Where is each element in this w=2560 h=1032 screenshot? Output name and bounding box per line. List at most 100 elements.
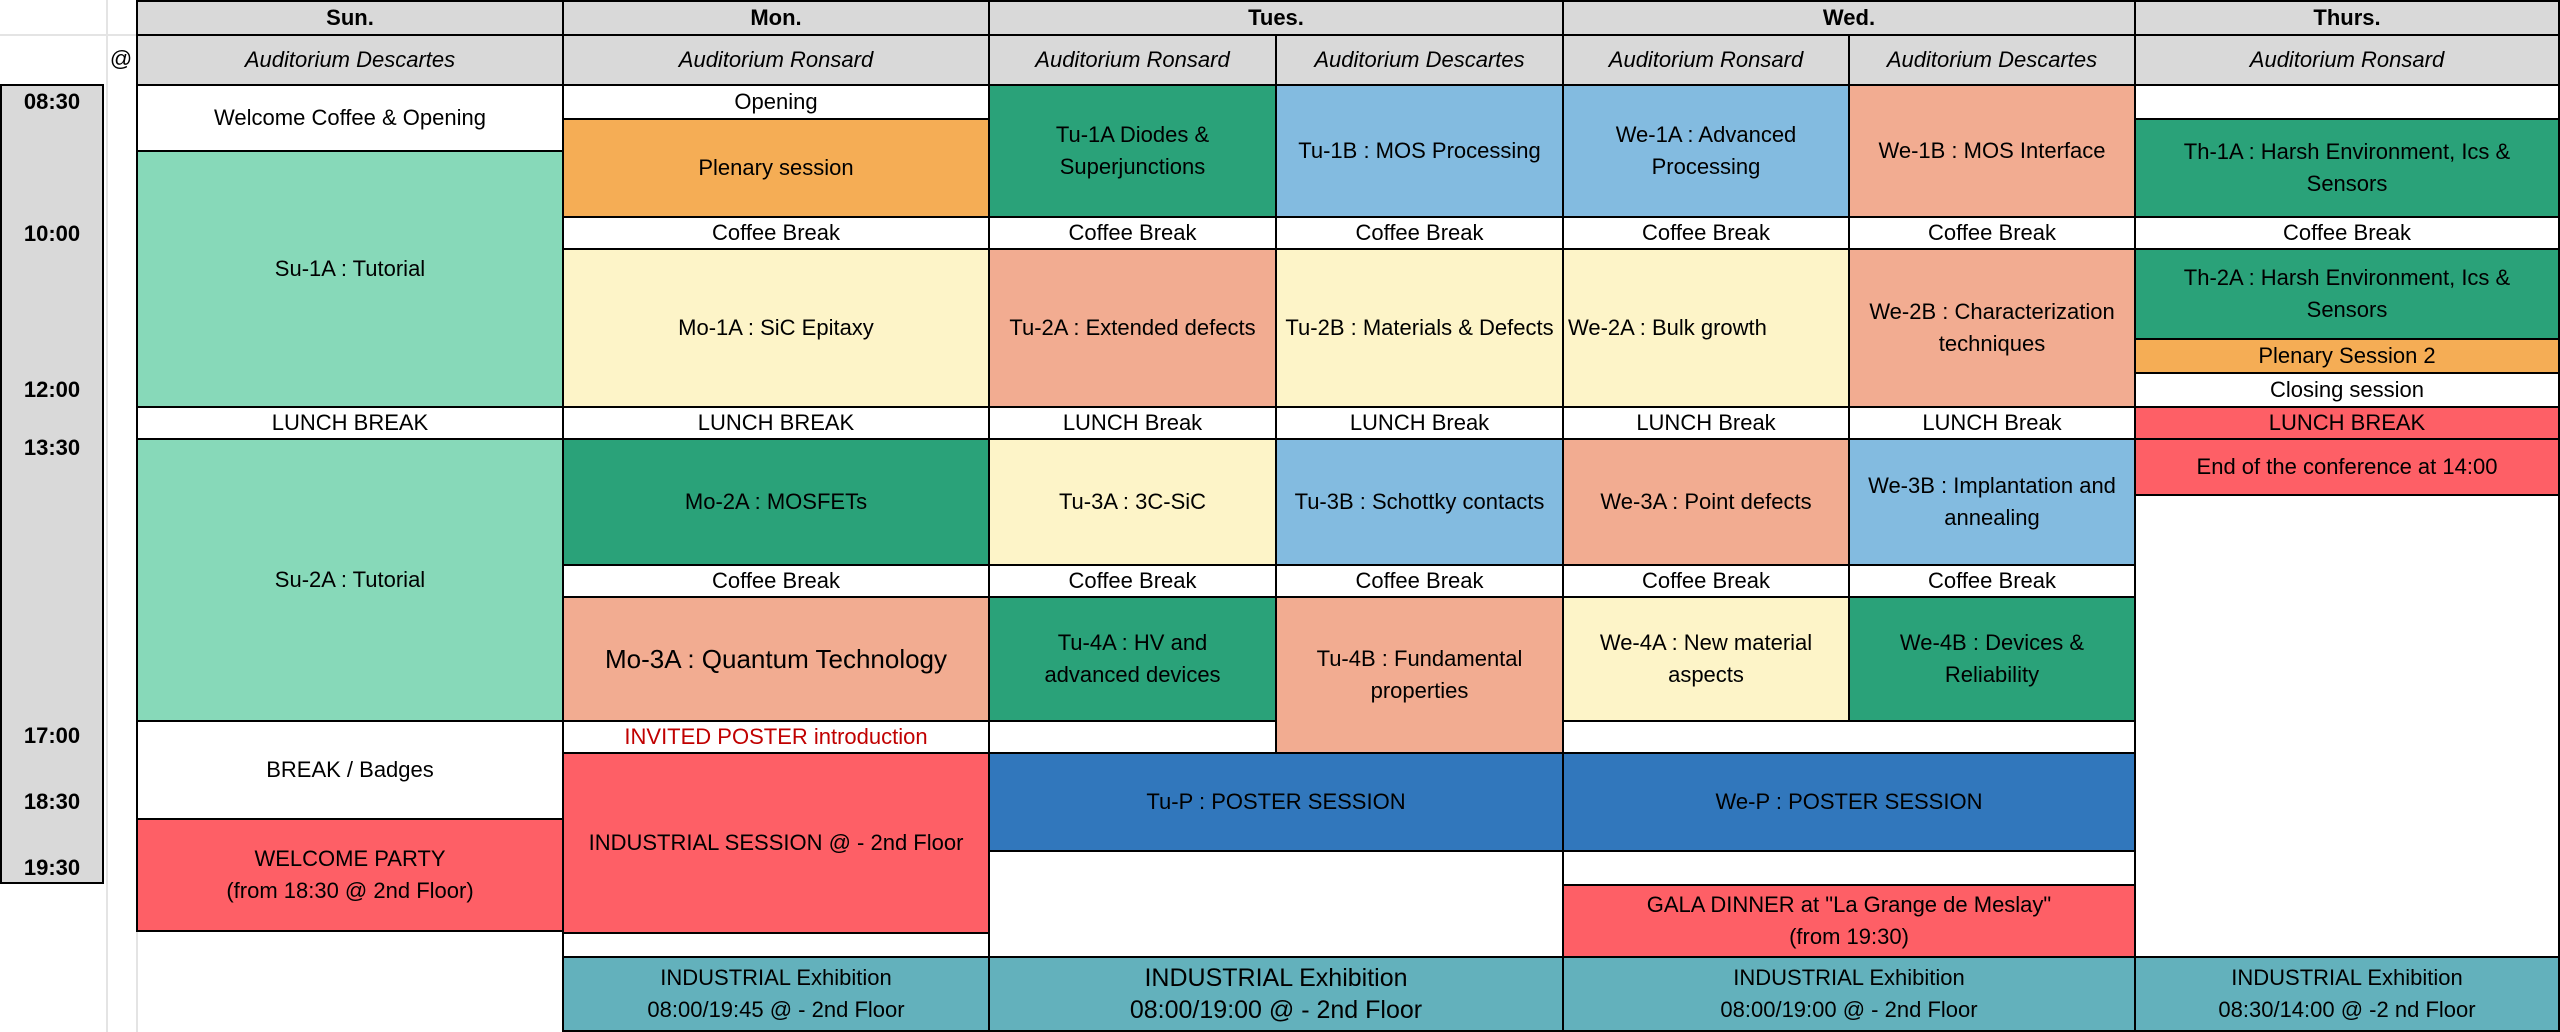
coffee-break-wed-b2: Coffee Break bbox=[1848, 564, 2134, 596]
time-label: 08:30 bbox=[23, 89, 81, 114]
room-tue-b: Auditorium Descartes bbox=[1275, 34, 1562, 84]
session-we4a: We-4A : New material aspects bbox=[1562, 596, 1848, 720]
session-tu2b: Tu-2B : Materials & Defects bbox=[1275, 248, 1562, 406]
session-plenary-2: Plenary Session 2 bbox=[2134, 338, 2560, 372]
industrial-exhibition-thu: INDUSTRIAL Exhibition 08:30/14:00 @ -2 n… bbox=[2134, 956, 2560, 1032]
time-column bbox=[0, 84, 104, 884]
session-we4b: We-4B : Devices & Reliability bbox=[1848, 596, 2134, 720]
session-plenary: Plenary session bbox=[562, 118, 988, 216]
lunch-break-wed-b: LUNCH Break bbox=[1848, 406, 2134, 438]
session-mo1a: Mo-1A : SiC Epitaxy bbox=[562, 248, 988, 406]
session-tu1a: Tu-1A Diodes & Superjunctions bbox=[988, 84, 1275, 216]
coffee-break-tue-a2: Coffee Break bbox=[988, 564, 1275, 596]
welcome-party-title: WELCOME PARTY bbox=[254, 846, 446, 871]
day-header-thu: Thurs. bbox=[2134, 0, 2560, 34]
session-we1a: We-1A : Advanced Processing bbox=[1562, 84, 1848, 216]
lunch-break-tue-a: LUNCH Break bbox=[988, 406, 1275, 438]
session-opening: Opening bbox=[562, 84, 988, 118]
day-header-wed: Wed. bbox=[1562, 0, 2134, 34]
exhibition-title: INDUSTRIAL Exhibition bbox=[2231, 965, 2463, 990]
session-tu3b: Tu-3B : Schottky contacts bbox=[1275, 438, 1562, 564]
gala-dinner-title: GALA DINNER at "La Grange de Meslay" bbox=[1646, 892, 2052, 917]
exhibition-hours: 08:00/19:00 @ - 2nd Floor bbox=[1129, 996, 1423, 1024]
time-label: 10:00 bbox=[23, 221, 81, 246]
day-header-mon: Mon. bbox=[562, 0, 988, 34]
day-header-sun: Sun. bbox=[136, 0, 562, 34]
empty-cell bbox=[2134, 84, 2560, 118]
room-mon: Auditorium Ronsard bbox=[562, 34, 988, 84]
session-we2a: We-2A : Bulk growth bbox=[1562, 248, 1848, 406]
session-tu1b: Tu-1B : MOS Processing bbox=[1275, 84, 1562, 216]
empty-cell bbox=[988, 720, 1275, 752]
end-of-conference: End of the conference at 14:00 bbox=[2134, 438, 2560, 496]
coffee-break-thu: Coffee Break bbox=[2134, 216, 2560, 248]
lunch-break-mon: LUNCH BREAK bbox=[562, 406, 988, 438]
industrial-exhibition-wed: INDUSTRIAL Exhibition 08:00/19:00 @ - 2n… bbox=[1562, 956, 2134, 1032]
coffee-break-tue-b2: Coffee Break bbox=[1275, 564, 1562, 596]
welcome-party-time: (from 18:30 @ 2nd Floor) bbox=[226, 878, 474, 903]
day-header-tue: Tues. bbox=[988, 0, 1562, 34]
coffee-break-wed-a2: Coffee Break bbox=[1562, 564, 1848, 596]
session-th1a: Th-1A : Harsh Environment, Ics & Sensors bbox=[2134, 118, 2560, 216]
empty-cell bbox=[1562, 850, 2134, 884]
time-label: 17:00 bbox=[23, 723, 81, 748]
gala-dinner-time: (from 19:30) bbox=[1789, 924, 1909, 949]
coffee-break-wed-a1: Coffee Break bbox=[1562, 216, 1848, 248]
empty-cell bbox=[988, 850, 1562, 956]
exhibition-hours: 08:30/14:00 @ -2 nd Floor bbox=[2218, 997, 2476, 1022]
exhibition-hours: 08:00/19:45 @ - 2nd Floor bbox=[647, 997, 905, 1022]
coffee-break-mon-1: Coffee Break bbox=[562, 216, 988, 248]
industrial-exhibition-tue: INDUSTRIAL Exhibition 08:00/19:00 @ - 2n… bbox=[988, 956, 1562, 1032]
session-welcome-coffee: Welcome Coffee & Opening bbox=[136, 84, 562, 150]
session-su1a: Su-1A : Tutorial bbox=[136, 150, 562, 406]
empty-cell bbox=[2134, 496, 2560, 956]
coffee-break-tue-a1: Coffee Break bbox=[988, 216, 1275, 248]
exhibition-hours: 08:00/19:00 @ - 2nd Floor bbox=[1720, 997, 1978, 1022]
gala-dinner: GALA DINNER at "La Grange de Meslay" (fr… bbox=[1562, 884, 2134, 956]
empty-cell bbox=[1562, 720, 2134, 752]
poster-session-wed: We-P : POSTER SESSION bbox=[1562, 752, 2134, 850]
room-sun: Auditorium Descartes bbox=[136, 34, 562, 84]
room-thu: Auditorium Ronsard bbox=[2134, 34, 2560, 84]
time-label: 18:30 bbox=[23, 789, 81, 814]
room-wed-a: Auditorium Ronsard bbox=[1562, 34, 1848, 84]
time-label: 13:30 bbox=[23, 435, 81, 460]
lunch-break-tue-b: LUNCH Break bbox=[1275, 406, 1562, 438]
session-su2a: Su-2A : Tutorial bbox=[136, 438, 562, 720]
session-mo3a: Mo-3A : Quantum Technology bbox=[562, 596, 988, 720]
coffee-break-wed-b1: Coffee Break bbox=[1848, 216, 2134, 248]
welcome-party: WELCOME PARTY (from 18:30 @ 2nd Floor) bbox=[136, 818, 562, 932]
session-we2b: We-2B : Characterization techniques bbox=[1848, 248, 2134, 406]
lunch-break-sun: LUNCH BREAK bbox=[136, 406, 562, 438]
session-we1b: We-1B : MOS Interface bbox=[1848, 84, 2134, 216]
session-tu2a: Tu-2A : Extended defects bbox=[988, 248, 1275, 406]
session-we3a: We-3A : Point defects bbox=[1562, 438, 1848, 564]
industrial-exhibition-mon: INDUSTRIAL Exhibition 08:00/19:45 @ - 2n… bbox=[562, 956, 988, 1032]
exhibition-title: INDUSTRIAL Exhibition bbox=[660, 965, 892, 990]
session-tu4a: Tu-4A : HV and advanced devices bbox=[988, 596, 1275, 720]
break-badges: BREAK / Badges bbox=[136, 720, 562, 818]
room-tue-a: Auditorium Ronsard bbox=[988, 34, 1275, 84]
session-tu4b: Tu-4B : Fundamental properties bbox=[1275, 596, 1562, 752]
coffee-break-tue-b1: Coffee Break bbox=[1275, 216, 1562, 248]
lunch-break-thu: LUNCH BREAK bbox=[2134, 406, 2560, 438]
sheet-gridline bbox=[106, 0, 108, 1032]
lunch-break-wed-a: LUNCH Break bbox=[1562, 406, 1848, 438]
sheet-gridline bbox=[0, 34, 136, 36]
time-label: 19:30 bbox=[23, 855, 81, 880]
time-label: 12:00 bbox=[23, 377, 81, 402]
room-wed-b: Auditorium Descartes bbox=[1848, 34, 2134, 84]
exhibition-title: INDUSTRIAL Exhibition bbox=[1733, 965, 1965, 990]
session-th2a: Th-2A : Harsh Environment, Ics & Sensors bbox=[2134, 248, 2560, 338]
empty-cell bbox=[562, 932, 988, 956]
session-tu3a: Tu-3A : 3C-SiC bbox=[988, 438, 1275, 564]
industrial-session: INDUSTRIAL SESSION @ - 2nd Floor bbox=[562, 752, 988, 932]
session-closing: Closing session bbox=[2134, 372, 2560, 406]
invited-poster-intro: INVITED POSTER introduction bbox=[562, 720, 988, 752]
session-we3b: We-3B : Implantation and annealing bbox=[1848, 438, 2134, 564]
at-symbol: @ bbox=[109, 46, 133, 71]
session-mo2a: Mo-2A : MOSFETs bbox=[562, 438, 988, 564]
poster-session-tue: Tu-P : POSTER SESSION bbox=[988, 752, 1562, 850]
exhibition-title: INDUSTRIAL Exhibition bbox=[1144, 964, 1408, 992]
